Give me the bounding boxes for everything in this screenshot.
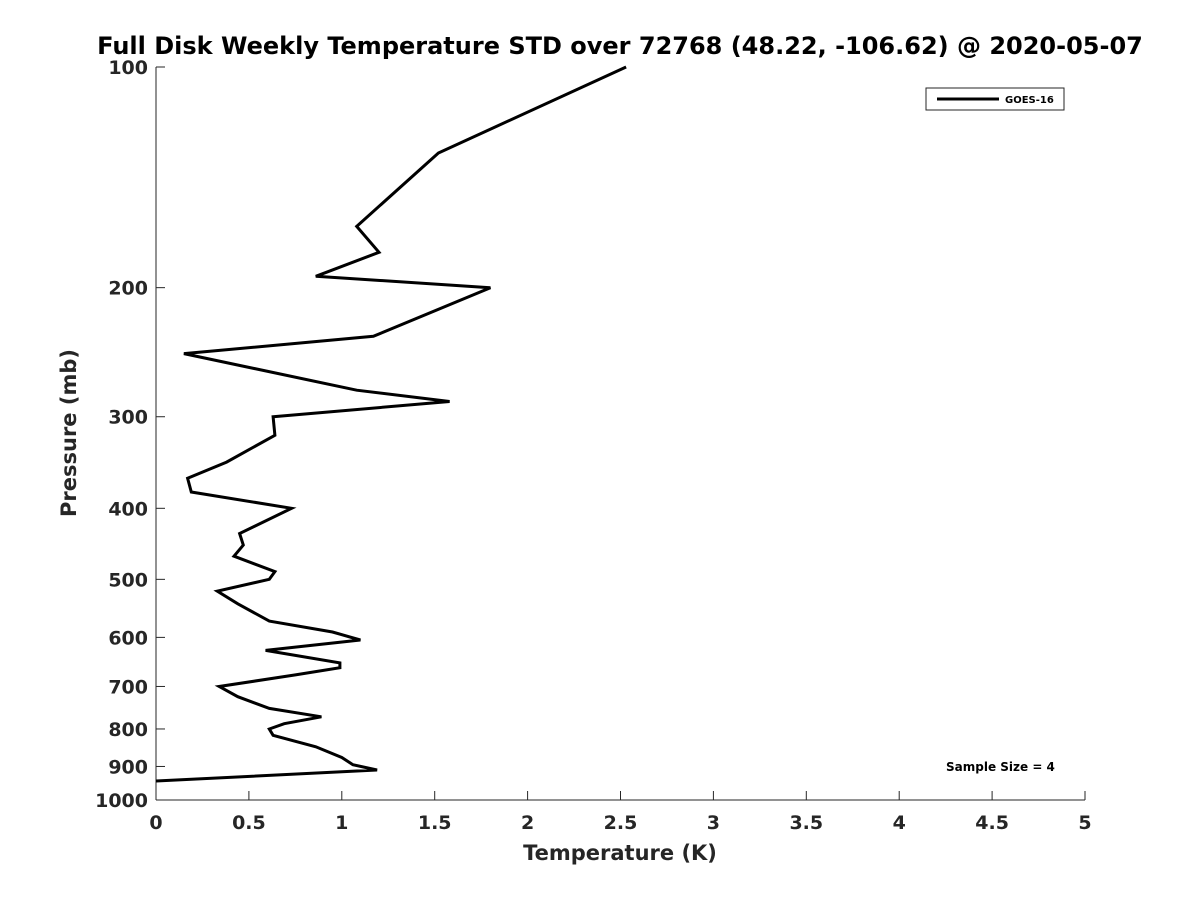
y-tick-label: 900 xyxy=(108,756,148,778)
x-tick-label: 1 xyxy=(335,812,348,834)
x-tick-label: 0.5 xyxy=(232,812,266,834)
x-tick-label: 3 xyxy=(707,812,720,834)
y-tick-label: 1000 xyxy=(95,790,148,812)
x-tick-label: 2.5 xyxy=(604,812,638,834)
y-tick-label: 500 xyxy=(108,569,148,591)
y-tick-label: 300 xyxy=(108,407,148,429)
y-ticks: 100 200 300 400 500 600 700 800 900 1000 xyxy=(95,57,165,812)
plot-area xyxy=(155,67,1085,801)
chart-title: Full Disk Weekly Temperature STD over 72… xyxy=(97,32,1143,60)
sample-size-annotation: Sample Size = 4 xyxy=(946,760,1055,774)
x-tick-label: 3.5 xyxy=(789,812,823,834)
legend: GOES-16 xyxy=(925,87,1065,111)
x-tick-label: 1.5 xyxy=(418,812,452,834)
x-tick-label: 4 xyxy=(893,812,906,834)
x-tick-label: 2 xyxy=(521,812,534,834)
x-tick-label: 5 xyxy=(1078,812,1091,834)
x-axis-label: Temperature (K) xyxy=(523,841,717,865)
series-line-goes-16 xyxy=(155,65,627,783)
x-tick-label: 4.5 xyxy=(975,812,1009,834)
y-tick-label: 200 xyxy=(108,278,148,300)
y-axis-label: Pressure (mb) xyxy=(57,349,81,517)
legend-label-goes-16: GOES-16 xyxy=(1005,95,1054,106)
y-tick-label: 100 xyxy=(108,57,148,79)
y-tick-label: 600 xyxy=(108,627,148,649)
y-tick-label: 700 xyxy=(108,676,148,698)
y-tick-label: 400 xyxy=(108,498,148,520)
x-tick-label: 0 xyxy=(149,812,162,834)
y-tick-label: 800 xyxy=(108,719,148,741)
x-ticks: 0 0.5 1 1.5 2 2.5 3 3.5 4 4.5 5 xyxy=(149,791,1092,834)
